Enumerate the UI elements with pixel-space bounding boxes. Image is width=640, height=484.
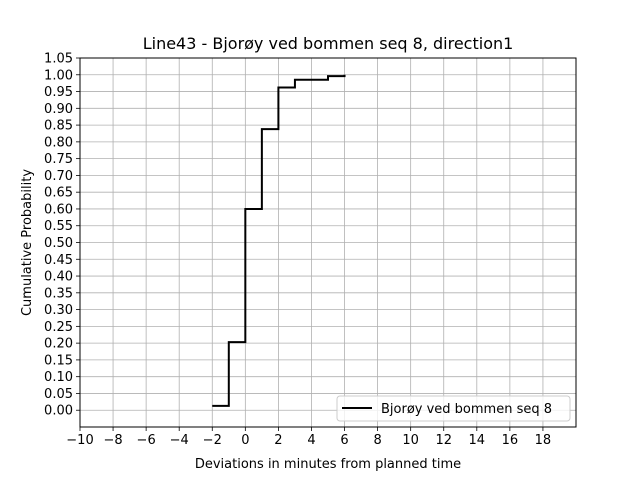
y-tick-label: 0.20 bbox=[44, 337, 73, 352]
y-tick-label: 0.65 bbox=[44, 186, 73, 201]
y-tick-label: 0.80 bbox=[44, 135, 73, 150]
y-tick-label: 0.85 bbox=[44, 119, 73, 134]
chart-title: Line43 - Bjorøy ved bommen seq 8, direct… bbox=[143, 34, 514, 53]
y-tick-label: 0.30 bbox=[44, 303, 73, 318]
y-tick-label: 0.50 bbox=[44, 236, 73, 251]
x-tick-label: 4 bbox=[307, 433, 315, 448]
legend: Bjorøy ved bommen seq 8 bbox=[337, 396, 570, 421]
y-axis-label: Cumulative Probability bbox=[20, 169, 35, 316]
x-axis-label: Deviations in minutes from planned time bbox=[195, 457, 461, 472]
x-tick-label: 14 bbox=[469, 433, 486, 448]
y-tick-label: 0.55 bbox=[44, 219, 73, 234]
x-tick-label: 8 bbox=[373, 433, 381, 448]
y-tick-label: 0.95 bbox=[44, 85, 73, 100]
y-tick-label: 0.90 bbox=[44, 102, 73, 117]
x-tick-label: −6 bbox=[137, 433, 156, 448]
y-tick-label: 0.05 bbox=[44, 387, 73, 402]
y-tick-label: 1.00 bbox=[44, 68, 73, 83]
x-tick-label: 6 bbox=[340, 433, 348, 448]
x-tick-label: 16 bbox=[502, 433, 519, 448]
y-tick-label: 1.05 bbox=[44, 52, 73, 67]
y-tick-label: 0.35 bbox=[44, 286, 73, 301]
y-tick-label: 0.75 bbox=[44, 152, 73, 167]
y-tick-label: 0.00 bbox=[44, 404, 73, 419]
x-tick-label: 12 bbox=[435, 433, 452, 448]
y-tick-label: 0.70 bbox=[44, 169, 73, 184]
y-tick-label: 0.45 bbox=[44, 253, 73, 268]
y-tick-label: 0.15 bbox=[44, 353, 73, 368]
y-tick-label: 0.10 bbox=[44, 370, 73, 385]
x-tick-label: −2 bbox=[203, 433, 222, 448]
x-tick-label: 18 bbox=[535, 433, 552, 448]
x-tick-label: −4 bbox=[170, 433, 189, 448]
legend-label: Bjorøy ved bommen seq 8 bbox=[381, 402, 552, 417]
y-tick-label: 0.40 bbox=[44, 270, 73, 285]
x-tick-label: 10 bbox=[402, 433, 419, 448]
y-tick-label: 0.25 bbox=[44, 320, 73, 335]
x-tick-label: −10 bbox=[66, 433, 93, 448]
x-tick-label: 0 bbox=[241, 433, 249, 448]
y-tick-label: 0.60 bbox=[44, 202, 73, 217]
x-tick-label: −8 bbox=[103, 433, 122, 448]
x-tick-label: 2 bbox=[274, 433, 282, 448]
